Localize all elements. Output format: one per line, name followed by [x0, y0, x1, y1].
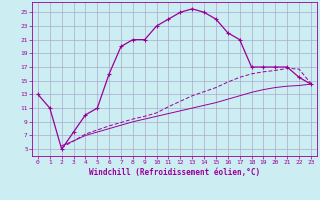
X-axis label: Windchill (Refroidissement éolien,°C): Windchill (Refroidissement éolien,°C) [89, 168, 260, 177]
